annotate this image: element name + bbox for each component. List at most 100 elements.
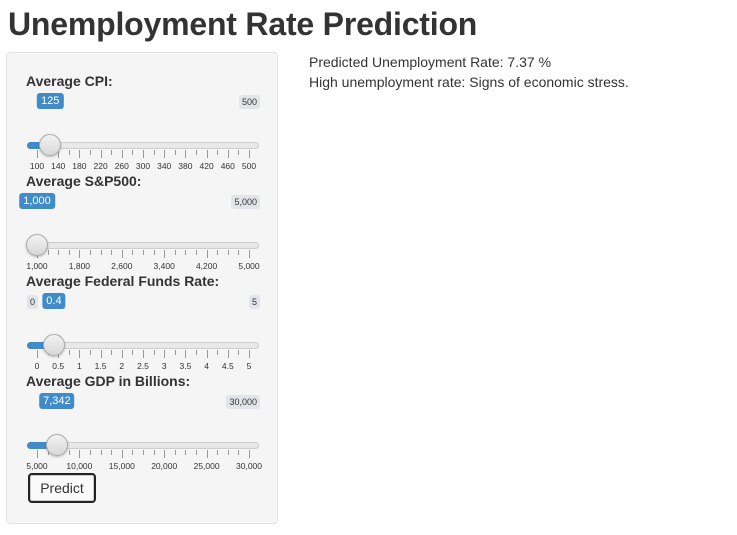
- slider-tick-label: 2,600: [111, 261, 133, 271]
- slider-handle[interactable]: [42, 334, 65, 356]
- slider-tick-minor: [132, 450, 134, 455]
- slider-tick-label: 2.5: [137, 361, 149, 371]
- slider-value-badge: 1,000: [19, 193, 55, 209]
- slider-label: Average Federal Funds Rate:: [26, 273, 220, 289]
- slider-tick-major: [206, 450, 208, 458]
- slider-tick-major: [164, 150, 166, 158]
- slider-track[interactable]: [27, 142, 259, 149]
- slider-tick-major: [249, 250, 250, 258]
- slider-max-label: 5: [248, 295, 260, 309]
- slider-max-label: 5,000: [231, 195, 260, 209]
- slider-handle[interactable]: [26, 234, 48, 256]
- slider-handle[interactable]: [39, 134, 62, 156]
- slider-tick-major: [206, 250, 208, 258]
- slider-handle[interactable]: [45, 434, 68, 456]
- slider-min-label: 0: [27, 295, 39, 309]
- slider-tick-major: [164, 350, 166, 358]
- slider-tick-label: 1,800: [68, 261, 91, 271]
- slider-tick-minor: [90, 150, 91, 155]
- slider-tick-minor: [143, 450, 144, 455]
- slider-tick-major: [164, 450, 166, 458]
- slider-tick-label: 5: [246, 361, 252, 371]
- slider-tick-major: [37, 350, 38, 358]
- slider-tick-minor: [153, 350, 155, 355]
- slider-tick-minor: [100, 450, 102, 455]
- interpretation-text: High unemployment rate: Signs of economi…: [309, 74, 629, 90]
- slider-tick-label: 20,000: [151, 461, 178, 471]
- slider-tick-label: 15,000: [108, 461, 135, 471]
- slider-fill: [27, 342, 54, 349]
- predict-button[interactable]: Predict: [28, 473, 96, 503]
- slider-tick-label: 3.5: [179, 361, 192, 371]
- slider-tick-minor: [227, 250, 229, 255]
- slider-label: Average GDP in Billions:: [26, 373, 191, 389]
- slider-tick-minor: [238, 150, 240, 155]
- slider-tick-minor: [185, 450, 187, 455]
- slider-tick-label: 3,400: [153, 261, 175, 271]
- slider-sp500: Average S&P500: 5,000 1,000 1,000 1,800 2,60…: [7, 173, 279, 271]
- slider-tick-major: [227, 350, 229, 358]
- slider-max-label: 30,000: [226, 395, 260, 409]
- slider-tick-minor: [58, 250, 60, 255]
- slider-tick-label: 4,200: [195, 261, 218, 271]
- slider-tick-label: 380: [178, 161, 193, 171]
- slider-tick-minor: [185, 250, 187, 255]
- slider-tick-minor: [68, 150, 70, 155]
- slider-tick-minor: [132, 150, 134, 155]
- slider-tick-minor: [227, 450, 229, 455]
- slider-gdp: Average GDP in Billions: 30,000 7,342 5,00…: [7, 373, 279, 471]
- slider-tick-major: [249, 350, 250, 358]
- slider-tick-label: 340: [157, 161, 172, 171]
- slider-fill: [27, 442, 57, 449]
- slider-tick-minor: [111, 250, 113, 255]
- slider-tick-minor: [90, 350, 91, 355]
- slider-tick-minor: [90, 450, 91, 455]
- slider-tick-major: [121, 250, 123, 258]
- slider-tick-minor: [111, 450, 113, 455]
- slider-tick-minor: [153, 150, 155, 155]
- slider-tick-minor: [238, 350, 240, 355]
- slider-tick-minor: [111, 150, 113, 155]
- slider-tick-major: [185, 150, 187, 158]
- slider-tick-minor: [90, 250, 91, 255]
- slider-tick-minor: [132, 250, 134, 255]
- slider-tick-minor: [174, 150, 176, 155]
- slider-tick-label: 460: [220, 161, 235, 171]
- slider-tick-minor: [111, 350, 113, 355]
- prediction-text: Predicted Unemployment Rate: 7.37 %: [309, 54, 552, 70]
- slider-tick-label: 5,000: [26, 461, 48, 471]
- slider-tick-minor: [196, 150, 197, 155]
- slider-tick-major: [100, 350, 102, 358]
- slider-tick-minor: [238, 450, 240, 455]
- slider-tick-minor: [196, 350, 197, 355]
- slider-tick-minor: [196, 450, 197, 455]
- slider-tick-minor: [68, 250, 70, 255]
- slider-tick-label: 300: [135, 161, 151, 171]
- slider-tick-label: 420: [199, 161, 214, 171]
- slider-tick-label: 30,000: [236, 461, 262, 471]
- slider-tick-label: 0: [34, 361, 40, 371]
- slider-tick-minor: [68, 350, 70, 355]
- page-title: Unemployment Rate Prediction: [8, 6, 478, 42]
- slider-cpi: Average CPI: 500 125 100 140 180 220 260 300 340…: [7, 73, 279, 171]
- slider-tick-label: 260: [114, 161, 129, 171]
- slider-tick-major: [143, 150, 144, 158]
- slider-tick-minor: [174, 350, 176, 355]
- slider-tick-minor: [217, 350, 219, 355]
- slider-tick-label: 4.5: [221, 361, 234, 371]
- slider-tick-major: [206, 150, 208, 158]
- slider-tick-minor: [153, 250, 155, 255]
- slider-tick-minor: [100, 250, 102, 255]
- slider-tick-major: [37, 450, 38, 458]
- slider-fed-funds: Average Federal Funds Rate: 0 5 0.4 0 0.5 1 1.…: [7, 273, 279, 371]
- slider-tick-major: [100, 150, 102, 158]
- slider-tick-label: 2: [119, 361, 125, 371]
- slider-track[interactable]: [27, 242, 259, 249]
- slider-tick-label: 10,000: [66, 461, 93, 471]
- slider-tick-major: [121, 450, 123, 458]
- slider-tick-label: 1.5: [94, 361, 107, 371]
- slider-tick-minor: [132, 350, 134, 355]
- slider-value-badge: 7,342: [39, 393, 75, 409]
- slider-tick-minor: [217, 150, 219, 155]
- slider-tick-label: 500: [241, 161, 257, 171]
